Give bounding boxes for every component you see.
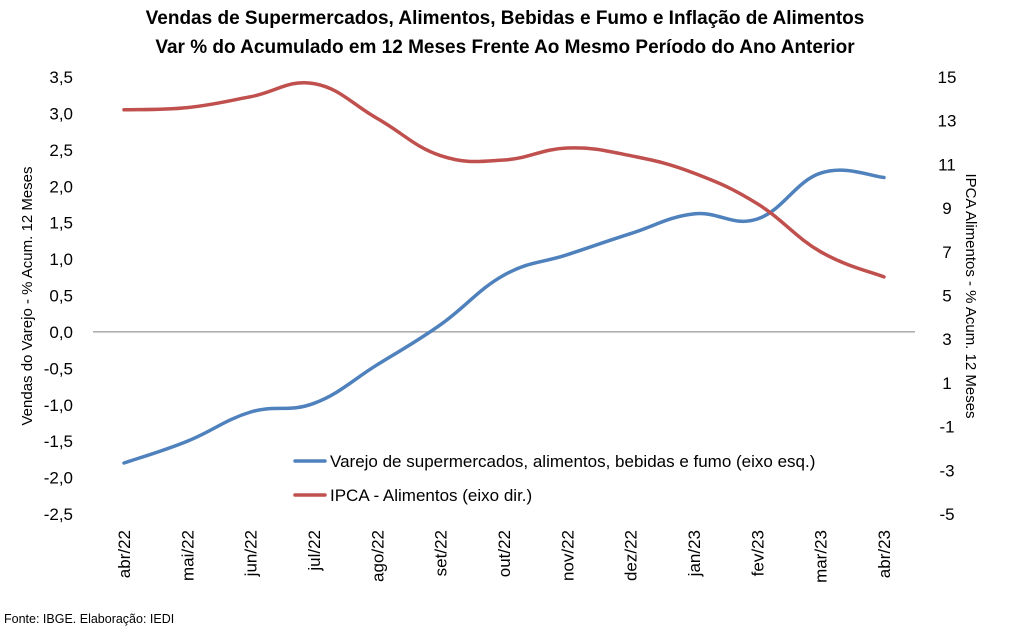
left-tick-label: -0,5 [44,359,73,378]
left-tick-label: -2,5 [44,505,73,524]
left-tick-label: 3,5 [49,68,73,87]
left-tick-label: 1,0 [49,250,73,269]
left-tick-label: 3,0 [49,104,73,123]
left-tick-label: 2,0 [49,177,73,196]
left-tick-label: 1,5 [49,214,73,233]
x-tick-label: ago/22 [368,530,387,582]
right-axis-ticks: 15 13 11 9 7 5 3 1 -1 -3 -5 [938,68,957,524]
x-tick-label: nov/22 [558,530,577,581]
legend-label-ipca: IPCA - Alimentos (eixo dir.) [330,486,532,505]
left-tick-label: -2,0 [44,469,73,488]
right-tick-label: 15 [938,68,957,87]
x-tick-label: jul/22 [305,530,324,572]
x-tick-label: mar/23 [812,530,831,583]
source-note: Fonte: IBGE. Elaboração: IEDI [4,612,174,626]
right-tick-label: 1 [942,374,951,393]
series-line-ipca [122,80,886,279]
x-axis-ticks: abr/22 mai/22 jun/22 jul/22 ago/22 set/22 out/… [115,530,894,583]
right-tick-label: 5 [942,287,951,306]
right-tick-label: 7 [942,243,951,262]
left-tick-label: 0,0 [49,323,73,342]
left-tick-label: 0,5 [49,287,73,306]
x-tick-label: fev/23 [748,530,767,576]
chart-title: Vendas de Supermercados, Alimentos, Bebi… [146,8,865,29]
x-tick-label: abr/23 [875,530,894,578]
left-tick-label: -1,0 [44,396,73,415]
left-axis-title: Vendas do Varejo - % Acum. 12 Meses [19,166,36,425]
x-tick-label: mai/22 [178,530,197,581]
right-tick-label: -3 [939,461,954,480]
x-tick-label: jan/23 [685,530,704,577]
left-axis-ticks: 3,5 3,0 2,5 2,0 1,5 1,0 0,5 0,0 -0,5 -1,0 -1,5 -2,0… [44,68,73,524]
right-tick-label: 3 [942,330,951,349]
right-tick-label: -1 [939,418,954,437]
right-tick-label: 9 [942,199,951,218]
x-tick-label: abr/22 [115,530,134,578]
right-tick-label: 13 [938,112,957,131]
left-tick-label: -1,5 [44,432,73,451]
right-axis-title: IPCA Alimentos - % Acum. 12 Meses [962,173,979,418]
legend-label-varejo: Varejo de supermercados, alimentos, bebi… [330,452,815,471]
x-tick-label: dez/22 [622,530,641,581]
right-tick-label: -5 [939,505,954,524]
x-tick-label: set/22 [432,530,451,576]
series-line-varejo [122,168,886,465]
x-tick-label: jun/22 [242,530,261,577]
chart-subtitle: Var % do Acumulado em 12 Meses Frente Ao… [155,37,855,58]
series-lines [122,80,886,465]
right-tick-label: 11 [938,155,956,174]
x-tick-label: out/22 [495,530,514,577]
legend: Varejo de supermercados, alimentos, bebi… [293,452,815,505]
left-tick-label: 2,5 [49,141,73,160]
